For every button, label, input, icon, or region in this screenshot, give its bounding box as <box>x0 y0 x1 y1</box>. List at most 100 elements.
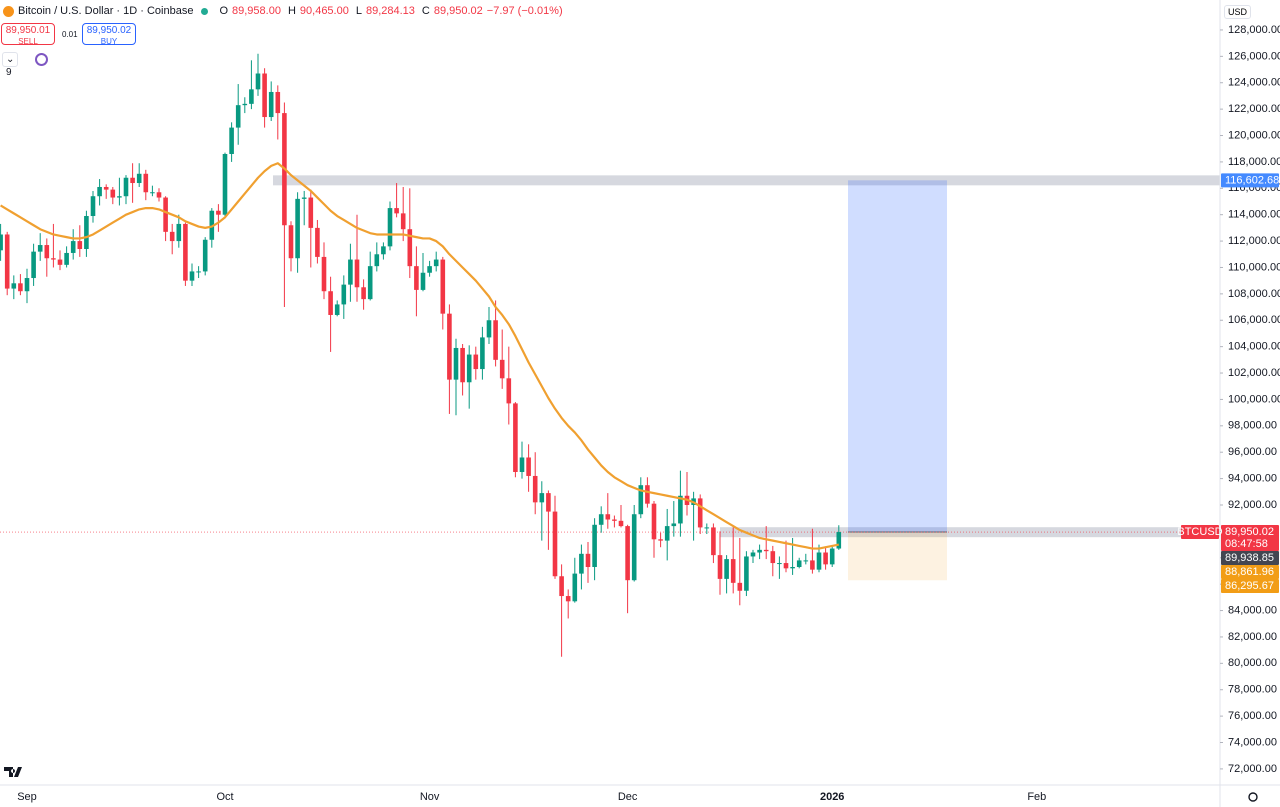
y-tick-label: 92,000.00 <box>1228 499 1277 511</box>
candle-body <box>183 223 188 281</box>
price-label-bg <box>1221 565 1279 580</box>
x-tick-label: Dec <box>618 791 638 803</box>
candle-body <box>440 259 446 314</box>
candle-body <box>625 526 630 581</box>
candle-body <box>308 197 314 228</box>
candle-body <box>658 539 663 541</box>
candle-body <box>532 475 538 503</box>
y-tick-label: 118,000.00 <box>1228 156 1280 168</box>
candle-body <box>638 485 644 515</box>
y-tick-label: 114,000.00 <box>1228 209 1280 221</box>
ohlc-value: 89,950.02 <box>433 5 483 17</box>
candle-body <box>361 287 366 300</box>
candle-body <box>110 189 116 198</box>
candle-body <box>737 582 743 591</box>
symbol-title[interactable]: Bitcoin / U.S. Dollar · 1D · Coinbase <box>18 5 194 17</box>
candle-body <box>143 173 149 193</box>
candle-body <box>57 259 63 265</box>
buy-button[interactable]: 89,950.02 BUY <box>82 23 136 46</box>
candle-body <box>704 527 710 529</box>
candle-body <box>466 354 472 383</box>
candle-body <box>730 559 736 583</box>
market-status <box>201 7 209 15</box>
candle-body <box>136 173 142 184</box>
candle-body <box>44 245 50 259</box>
x-tick-label: 2026 <box>820 791 844 803</box>
x-tick-label: Nov <box>420 791 440 803</box>
y-tick-label: 108,000.00 <box>1228 288 1280 300</box>
candle-body <box>414 266 419 290</box>
indicator-icon[interactable] <box>35 53 48 66</box>
candle-body <box>519 457 525 473</box>
candle-body <box>156 192 162 198</box>
sell-button[interactable]: 89,950.01 SELL <box>1 23 55 46</box>
candle-body <box>810 560 815 570</box>
candle-body <box>216 210 221 215</box>
tv-logo <box>4 767 22 777</box>
candle-body <box>453 347 459 380</box>
candle-body <box>796 560 802 568</box>
indicators-toggle[interactable]: ⌄ 9 <box>2 52 19 78</box>
time-axis <box>0 785 1220 807</box>
candle-body <box>671 523 677 527</box>
y-tick-label: 128,000.00 <box>1228 24 1280 36</box>
candle-body <box>31 251 36 279</box>
price-label-bg <box>1221 551 1279 566</box>
y-tick-label: 80,000.00 <box>1228 657 1277 669</box>
candle-body <box>51 258 56 260</box>
ohlc-key: L <box>355 5 362 17</box>
moving-average <box>0 162 840 550</box>
candle-body <box>229 127 234 154</box>
buy-price: 89,950.02 <box>86 25 132 36</box>
candle-body <box>513 403 518 473</box>
candle-body <box>334 304 340 315</box>
candle-body <box>816 552 822 570</box>
candle-body <box>235 105 241 128</box>
candle-body <box>321 256 327 292</box>
x-tick-label: Oct <box>216 791 233 803</box>
candle-body <box>770 551 776 564</box>
candle-body <box>631 514 637 581</box>
candle-body <box>196 271 201 273</box>
candle-body <box>823 552 828 565</box>
candle-body <box>130 177 135 184</box>
spread: 0.01 <box>62 30 78 39</box>
currency-button[interactable]: USD <box>1224 5 1252 19</box>
candle-body <box>757 549 762 553</box>
price-label: 89,950.02 <box>1225 526 1274 538</box>
y-tick-label: 112,000.00 <box>1228 235 1280 247</box>
candle-body <box>552 511 558 577</box>
candle-body <box>790 567 795 569</box>
candle-body <box>598 514 604 525</box>
buy-label: BUY <box>100 37 118 46</box>
change: −7.97 (−0.01%) <box>486 5 563 17</box>
candle-body <box>77 241 83 249</box>
ohlc-value: 89,958.00 <box>232 5 281 17</box>
sell-price: 89,950.01 <box>5 25 51 36</box>
candle-body <box>645 485 650 504</box>
y-tick-label: 102,000.00 <box>1228 367 1280 379</box>
candle-body <box>612 519 617 521</box>
candle-body <box>493 320 498 360</box>
candle-body <box>255 73 261 90</box>
candle-body <box>64 252 69 265</box>
candle-body <box>209 210 215 240</box>
candle-body <box>572 573 578 602</box>
candle-body <box>651 503 657 540</box>
candle-body <box>585 553 591 568</box>
candle-body <box>11 283 17 289</box>
ohlc-key: O <box>219 5 229 17</box>
candle-body <box>400 213 406 230</box>
candle-body <box>420 272 426 290</box>
candle-body <box>407 229 413 267</box>
candle-body <box>777 563 782 565</box>
y-tick-label: 94,000.00 <box>1228 473 1277 485</box>
candle-body <box>480 337 485 370</box>
candle-body <box>433 259 439 267</box>
candle-body <box>546 493 551 512</box>
y-tick-label: 84,000.00 <box>1228 604 1277 616</box>
candle-body <box>70 241 76 253</box>
candle-body <box>664 526 670 541</box>
